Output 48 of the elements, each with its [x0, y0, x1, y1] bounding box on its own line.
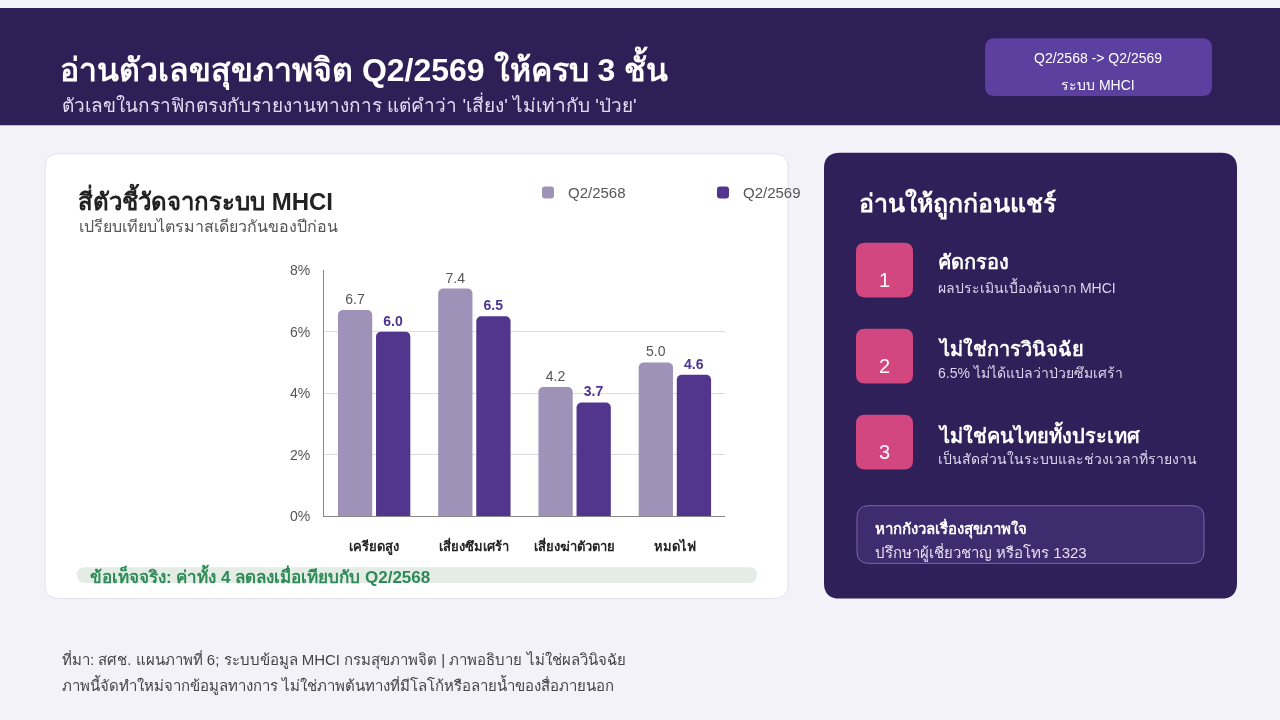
- y-tick-label: 0%: [289, 508, 311, 525]
- data-label: 6.0: [383, 312, 404, 329]
- y-tick-label: 4%: [289, 385, 311, 402]
- text: ผลประเมินเบื้องต้นจาก MHCI: [938, 278, 1116, 296]
- x-tick-label: เสี่ยงฆ่าตัวตาย: [534, 537, 616, 555]
- y-tick-label: 6%: [289, 323, 311, 340]
- bar: [638, 362, 673, 517]
- bar: [676, 374, 712, 517]
- text: ข้อเท็จจริง: ค่าทั้ง 4 ลดลงเมื่อเทียบกับ Q2/2568: [90, 564, 431, 587]
- text: คัดกรอง: [938, 251, 1009, 273]
- x-tick-label: เครียดสูง: [349, 539, 400, 556]
- chart-subtitle: เปรียบเทียบไตรมาสเดียวกันของปีก่อน: [79, 217, 338, 235]
- chart-title: สี่ตัวชี้วัดจากระบบ MHCI: [78, 183, 333, 215]
- data-label: 4.6: [684, 355, 704, 372]
- text: ไม่ใช่คนไทยทั้งประเทศ: [938, 421, 1141, 447]
- data-label: 6.5: [483, 297, 504, 314]
- text: 3: [879, 441, 891, 463]
- legend-label: Q2/2568: [568, 184, 626, 202]
- x-tick-label: เสี่ยงซึมเศร้า: [439, 537, 510, 555]
- text: ภาพนี้จัดทำใหม่จากข้อมูลทางการ ไม่ใช่ภาพต้นทางที่มีโลโก้หรือลายน้ำของสื่อภายนอก: [62, 675, 615, 695]
- text: Q2/2568 -> Q2/2569: [1034, 50, 1163, 66]
- bar: [376, 331, 411, 517]
- data-label: 4.2: [545, 368, 566, 385]
- text: อ่านตัวเลขสุขภาพจิต Q2/2569 ให้ครบ 3 ชั้น: [60, 46, 669, 91]
- y-tick-label: 8%: [289, 261, 311, 278]
- bar: [476, 316, 511, 517]
- data-label: 6.7: [345, 291, 365, 308]
- text: 2: [879, 355, 891, 377]
- x-tick-label: หมดไฟ: [653, 538, 696, 555]
- text: หากกังวลเรื่องสุขภาพใจ: [875, 518, 1027, 539]
- bar: [337, 310, 373, 517]
- data-label: 5.0: [645, 343, 666, 360]
- data-label: 3.7: [583, 383, 604, 400]
- text: ที่มา: สศช. แผนภาพที่ 6; ระบบข้อมูล MHCI กรมสุขภาพจิต | ภาพอธิบาย ไม่ใช่ผลวินิจฉัย: [62, 649, 626, 670]
- text: ไม่ใช่การวินิจฉัย: [938, 337, 1084, 360]
- text: ปรึกษาผู้เชี่ยวชาญ หรือโทร 1323: [875, 542, 1087, 562]
- text: อ่านให้ถูกก่อนแชร์: [859, 188, 1057, 220]
- data-label: 7.4: [445, 269, 466, 286]
- text: 6.5% ไม่ได้แปลว่าป่วยซึมเศร้า: [938, 365, 1123, 381]
- bar: [438, 288, 473, 517]
- bar: [576, 402, 611, 517]
- text: เป็นสัดส่วนในระบบและช่วงเวลาที่รายงาน: [938, 450, 1197, 467]
- text: ระบบ MHCI: [1061, 77, 1135, 93]
- bar: [538, 387, 573, 517]
- text: 1: [879, 269, 891, 291]
- text: ตัวเลขในกราฟิกตรงกับรายงานทางการ แต่คำว่า 'เสี่ยง' ไม่เท่ากับ 'ป่วย': [62, 92, 637, 116]
- y-tick-label: 2%: [289, 446, 311, 463]
- legend-label: Q2/2569: [743, 184, 801, 202]
